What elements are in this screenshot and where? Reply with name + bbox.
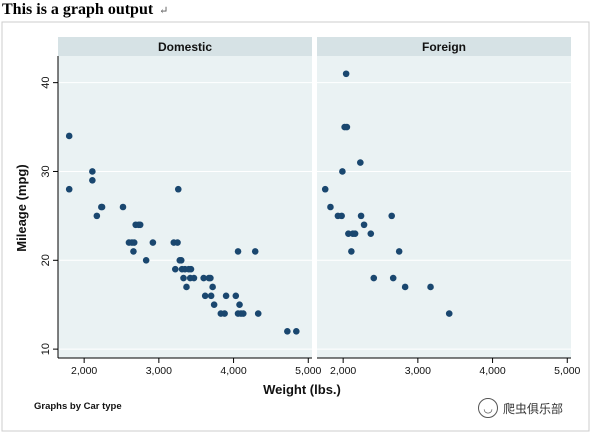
data-point (360, 221, 368, 229)
panel-strip (317, 37, 571, 56)
data-point (236, 301, 243, 309)
data-point (343, 123, 351, 131)
data-point (200, 274, 207, 282)
x-axis-label: Weight (lbs.) (263, 382, 341, 397)
data-point (65, 132, 73, 140)
data-point (357, 159, 364, 166)
data-point (370, 274, 378, 282)
data-point (207, 292, 215, 300)
x-tick-label: 4,000 (479, 365, 505, 377)
x-tick-label: 5,000 (554, 365, 580, 377)
data-point (130, 239, 138, 246)
data-point (234, 248, 242, 255)
data-point (254, 310, 262, 317)
graph-note: Graphs by Car type (34, 401, 122, 412)
panel-strip (58, 37, 312, 56)
data-point (239, 310, 247, 317)
x-tick-label: 4,000 (220, 365, 246, 377)
panel-strip-label: Domestic (158, 40, 212, 54)
data-point (209, 283, 216, 291)
data-point (180, 274, 187, 282)
data-point (339, 168, 346, 175)
data-point (190, 274, 198, 282)
data-point (232, 292, 240, 300)
data-point (93, 212, 101, 220)
plot-area (317, 56, 571, 358)
panel-strip-label: Foreign (422, 40, 466, 54)
x-tick-label: 2,000 (330, 365, 356, 377)
data-point (357, 212, 365, 220)
y-axis-label: Mileage (mpg) (14, 164, 29, 251)
data-point (201, 292, 209, 300)
x-tick-label: 3,000 (146, 365, 172, 377)
data-point (221, 310, 228, 317)
data-point (136, 221, 144, 229)
data-point (89, 177, 96, 184)
y-tick-label: 20 (40, 254, 52, 266)
data-point (222, 292, 230, 300)
y-tick-label: 40 (40, 77, 52, 89)
data-point (142, 256, 150, 264)
data-point (427, 283, 434, 291)
plot-area (58, 56, 312, 358)
data-point (65, 185, 73, 193)
paragraph-mark-icon: ↵ (159, 5, 169, 17)
x-tick-label: 2,000 (71, 365, 97, 377)
document-title-text: This is a graph output (2, 1, 154, 18)
x-tick-label: 5,000 (295, 365, 321, 377)
data-point (367, 230, 375, 237)
data-point (89, 168, 96, 175)
watermark-text: 爬虫俱乐部 (503, 401, 564, 416)
data-point (327, 203, 334, 211)
data-point (171, 265, 179, 273)
data-point (338, 212, 345, 220)
data-point (445, 310, 453, 317)
data-point (149, 239, 157, 246)
data-point (401, 283, 409, 291)
document-title: This is a graph output ↵ (2, 1, 168, 19)
data-point (207, 274, 214, 282)
panel-domestic: Domestic (58, 37, 312, 358)
data-point (389, 274, 397, 282)
y-tick-label: 10 (40, 343, 52, 355)
data-point (342, 70, 350, 78)
data-point (119, 203, 127, 211)
data-point (187, 265, 195, 273)
y-tick-label: 30 (40, 165, 52, 177)
panel-foreign: Foreign (317, 37, 571, 358)
data-point (388, 212, 396, 220)
data-point (351, 230, 359, 237)
data-point (293, 328, 300, 335)
data-point (395, 248, 403, 255)
data-point (348, 248, 355, 255)
data-point (321, 185, 329, 193)
data-point (177, 256, 185, 264)
data-point (183, 283, 190, 291)
data-point (284, 328, 291, 335)
watermark: ◡ 爬虫俱乐部 (478, 398, 563, 418)
data-point (174, 239, 181, 246)
data-point (98, 203, 106, 211)
x-tick-label: 3,000 (405, 365, 431, 377)
data-point (251, 248, 259, 255)
wechat-icon: ◡ (478, 398, 498, 418)
data-point (174, 185, 182, 193)
data-point (130, 248, 137, 255)
data-point (210, 301, 218, 309)
